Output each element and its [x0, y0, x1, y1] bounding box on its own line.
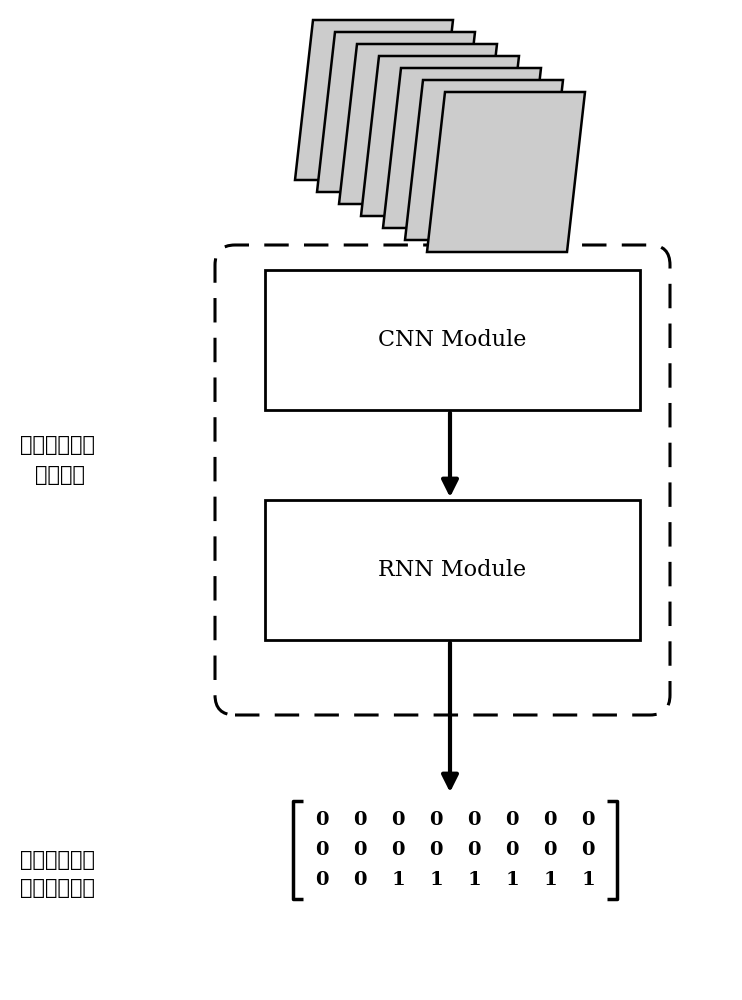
Text: 0: 0	[353, 811, 367, 829]
Text: 1: 1	[391, 871, 405, 889]
Text: 0: 0	[391, 841, 404, 859]
Text: 0: 0	[353, 871, 367, 889]
Text: 0: 0	[430, 811, 443, 829]
Text: 0: 0	[315, 811, 329, 829]
Polygon shape	[317, 32, 475, 192]
Text: RNN Module: RNN Module	[378, 559, 527, 581]
Text: 0: 0	[391, 811, 404, 829]
Text: 尾灯状态标签: 尾灯状态标签	[20, 850, 95, 870]
Text: 0: 0	[543, 841, 556, 859]
Polygon shape	[383, 68, 541, 228]
Text: 1: 1	[543, 871, 557, 889]
Text: 0: 0	[430, 841, 443, 859]
FancyBboxPatch shape	[265, 270, 640, 410]
Polygon shape	[339, 44, 497, 204]
Polygon shape	[427, 92, 585, 252]
FancyBboxPatch shape	[265, 500, 640, 640]
Text: 1: 1	[581, 871, 595, 889]
Text: 0: 0	[467, 841, 481, 859]
Polygon shape	[405, 80, 563, 240]
Text: 1: 1	[467, 871, 481, 889]
Text: 0: 0	[505, 841, 519, 859]
Text: 0: 0	[315, 841, 329, 859]
Text: 0: 0	[581, 811, 595, 829]
Text: 0: 0	[315, 871, 329, 889]
Polygon shape	[361, 56, 519, 216]
Text: 0: 0	[543, 811, 556, 829]
Text: 0: 0	[505, 811, 519, 829]
Text: 网络模型: 网络模型	[35, 465, 85, 485]
Text: 尾灯序列样本: 尾灯序列样本	[20, 878, 95, 898]
Polygon shape	[295, 20, 453, 180]
Text: 0: 0	[581, 841, 595, 859]
Text: 尾灯状态识别: 尾灯状态识别	[20, 435, 95, 455]
Text: CNN Module: CNN Module	[378, 329, 527, 351]
Text: 1: 1	[505, 871, 519, 889]
Text: 0: 0	[353, 841, 367, 859]
Text: 0: 0	[467, 811, 481, 829]
Text: 1: 1	[429, 871, 443, 889]
